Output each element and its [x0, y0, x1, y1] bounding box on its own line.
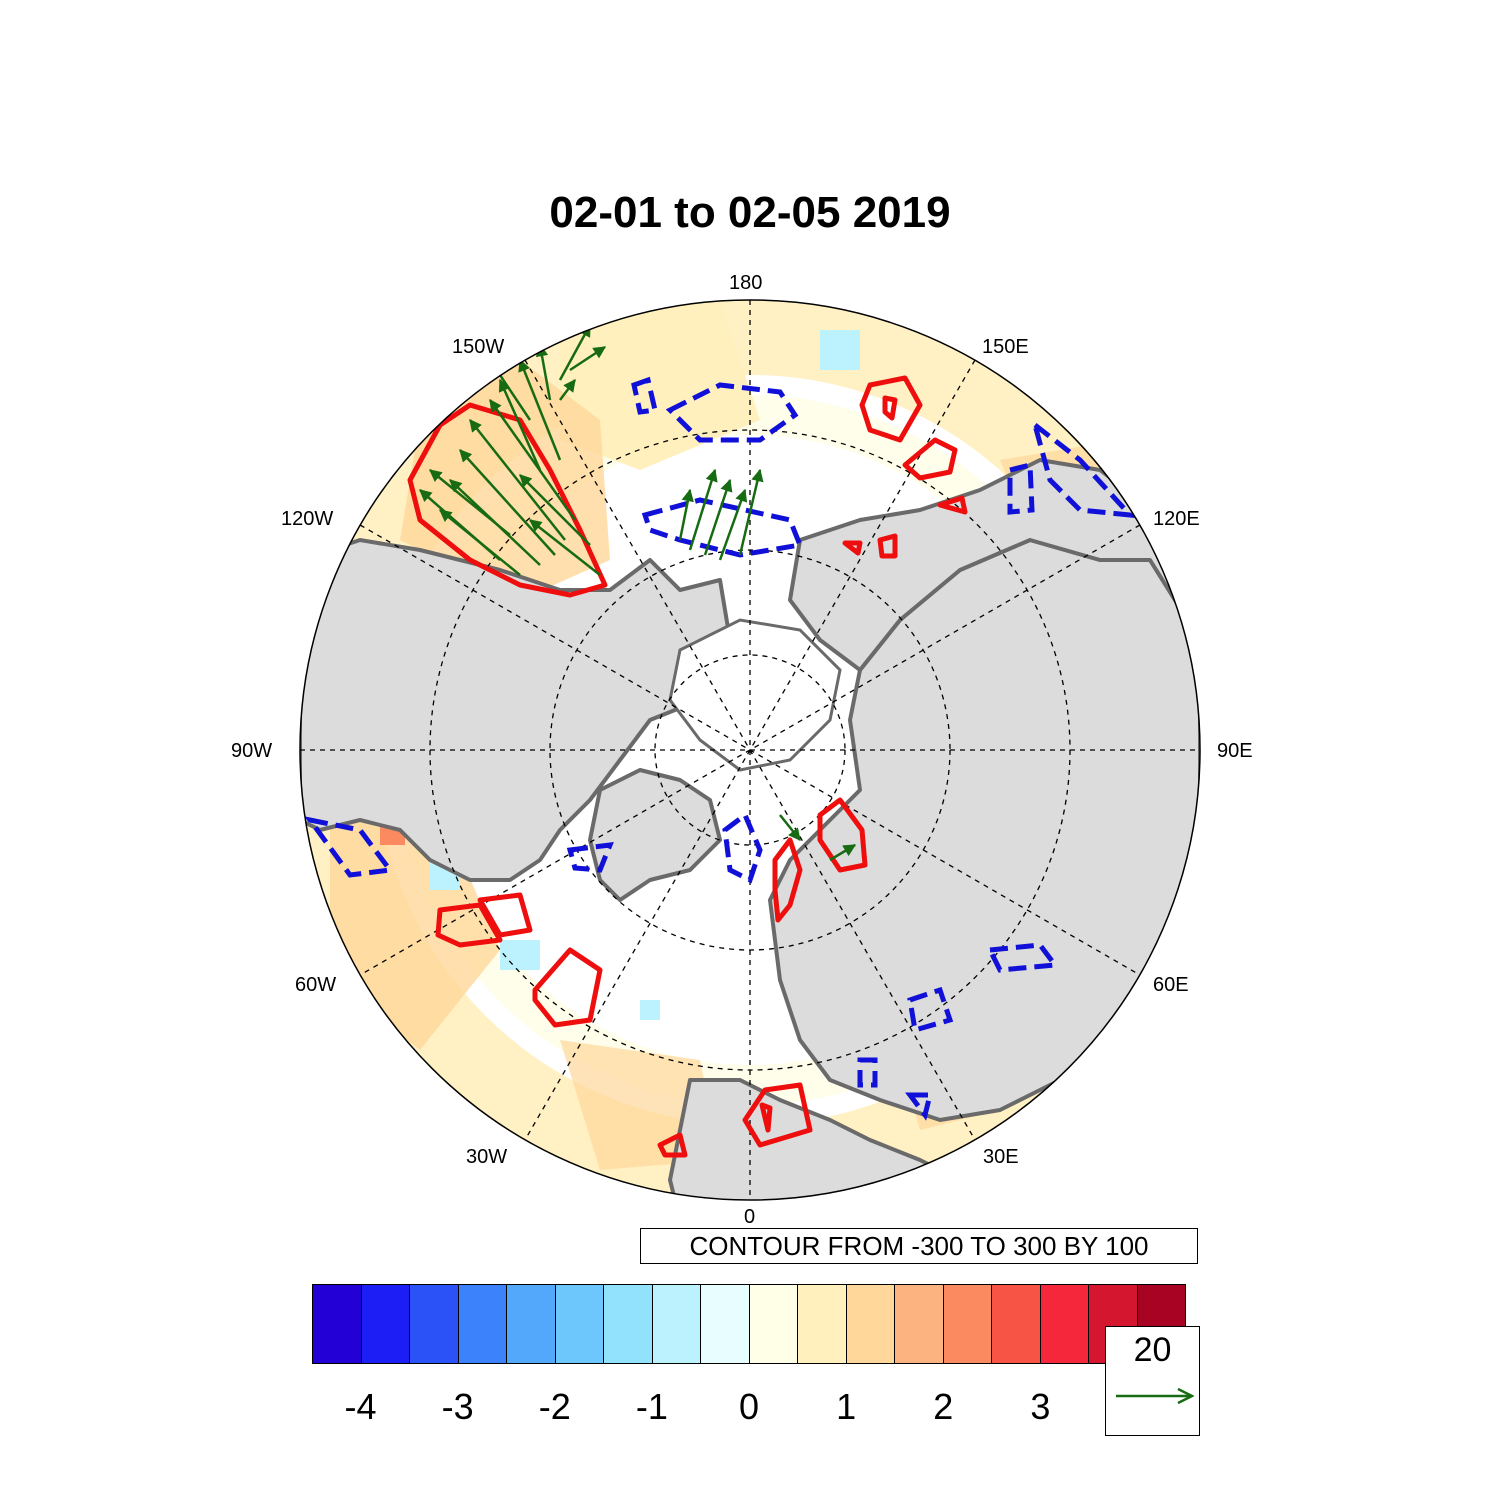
colorbar-tick-label: 0 — [738, 1386, 760, 1427]
greenland — [588, 768, 722, 902]
colorbar-cell — [361, 1285, 410, 1363]
plot-title: 02-01 to 02-05 2019 — [549, 188, 951, 237]
lon-label-60w: 60W — [295, 974, 337, 996]
lon-label-150e: 150E — [982, 336, 1029, 358]
lon-label-60e: 60E — [1153, 974, 1189, 996]
vector-reference-arrow-icon — [1116, 1387, 1194, 1405]
negative-contours — [304, 376, 1137, 1121]
lon-label-90w: 90W — [231, 740, 273, 762]
colorbar-tick-label: 3 — [1030, 1386, 1051, 1427]
vector-reference-value: 20 — [1133, 1331, 1172, 1369]
colorbar-cell — [895, 1285, 944, 1363]
colorbar-cell — [846, 1285, 895, 1363]
land-masses — [300, 458, 1200, 1200]
colorbar-cell — [701, 1285, 750, 1363]
colorbar-tick-label: -2 — [538, 1386, 571, 1427]
colorbar — [312, 1284, 1186, 1364]
colorbar-tick-label: 2 — [933, 1386, 954, 1427]
colorbar-cell — [943, 1285, 992, 1363]
map-boundary — [299, 299, 1201, 1201]
colorbar-cell — [604, 1285, 653, 1363]
colorbar-cell — [410, 1285, 459, 1363]
colorbar-cell — [555, 1285, 604, 1363]
colorbar-cell — [652, 1285, 701, 1363]
polar-cap — [668, 618, 842, 772]
vector-reference-box: 20 — [1105, 1326, 1200, 1436]
lon-label-180: 180 — [729, 272, 763, 294]
colorbar-cell — [1040, 1285, 1089, 1363]
lon-label-90e: 90E — [1217, 740, 1253, 762]
colorbar-tick-label: -4 — [344, 1386, 377, 1427]
colorbar-cell — [313, 1285, 362, 1363]
lon-label-150w: 150W — [452, 336, 505, 358]
colorbar-tick-label: -1 — [635, 1386, 668, 1427]
lon-label-30e: 30E — [983, 1146, 1019, 1168]
colorbar-cell — [458, 1285, 507, 1363]
colorbar-tick-label: 1 — [836, 1386, 857, 1427]
colorbar-cell — [507, 1285, 556, 1363]
lon-label-30w: 30W — [466, 1146, 508, 1168]
colorbar-cell — [749, 1285, 798, 1363]
lon-label-120e: 120E — [1153, 508, 1200, 530]
colorbar-tick-label: -3 — [441, 1386, 474, 1427]
lon-label-120w: 120W — [281, 508, 334, 530]
north-america — [300, 538, 732, 882]
contour-info-box: CONTOUR FROM -300 TO 300 BY 100 — [640, 1228, 1198, 1264]
lon-label-0: 0 — [744, 1206, 756, 1228]
colorbar-cell — [992, 1285, 1041, 1363]
colorbar-cell — [798, 1285, 847, 1363]
